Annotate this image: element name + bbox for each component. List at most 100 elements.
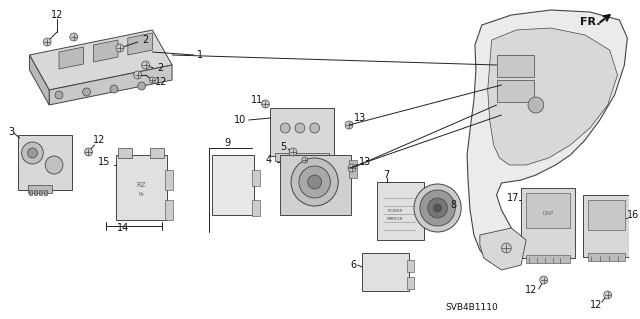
Circle shape bbox=[150, 77, 156, 83]
Bar bbox=[39, 190, 42, 195]
Circle shape bbox=[308, 175, 321, 189]
Circle shape bbox=[110, 85, 118, 93]
Circle shape bbox=[414, 184, 461, 232]
Text: POWER: POWER bbox=[388, 209, 403, 213]
Circle shape bbox=[84, 148, 92, 156]
Polygon shape bbox=[480, 228, 526, 270]
Bar bbox=[35, 190, 37, 195]
Circle shape bbox=[45, 156, 63, 174]
Bar bbox=[521, 188, 575, 258]
Bar bbox=[280, 155, 351, 215]
Circle shape bbox=[502, 243, 511, 253]
Circle shape bbox=[138, 82, 145, 90]
Circle shape bbox=[604, 291, 612, 299]
Polygon shape bbox=[59, 47, 84, 69]
Text: 2: 2 bbox=[157, 63, 164, 73]
Bar bbox=[44, 190, 47, 195]
Bar bbox=[583, 195, 630, 257]
Text: 12: 12 bbox=[156, 77, 168, 87]
Text: Rr: Rr bbox=[139, 192, 145, 197]
Circle shape bbox=[420, 190, 455, 226]
Circle shape bbox=[280, 123, 290, 133]
Text: 17: 17 bbox=[508, 193, 520, 203]
Bar bbox=[349, 160, 357, 178]
Text: 8: 8 bbox=[451, 200, 456, 210]
Text: 7: 7 bbox=[383, 170, 390, 180]
Circle shape bbox=[289, 148, 297, 156]
Bar bbox=[28, 185, 52, 193]
Bar bbox=[588, 200, 625, 230]
Bar bbox=[252, 170, 260, 186]
Bar bbox=[29, 190, 33, 195]
Bar bbox=[588, 253, 625, 261]
Text: 11: 11 bbox=[251, 95, 263, 105]
Bar bbox=[116, 155, 167, 220]
Circle shape bbox=[428, 198, 447, 218]
Circle shape bbox=[348, 164, 356, 172]
Bar bbox=[407, 277, 414, 289]
Circle shape bbox=[28, 148, 37, 158]
Text: 12: 12 bbox=[590, 300, 602, 310]
Bar bbox=[362, 253, 409, 291]
Bar bbox=[497, 80, 534, 102]
Bar bbox=[376, 182, 424, 240]
Bar bbox=[118, 148, 132, 158]
Bar bbox=[407, 260, 414, 272]
Bar bbox=[497, 55, 534, 77]
Circle shape bbox=[141, 61, 150, 69]
Bar bbox=[212, 155, 253, 215]
Bar bbox=[526, 255, 570, 263]
Circle shape bbox=[70, 33, 77, 41]
Text: MIRROR: MIRROR bbox=[387, 217, 404, 221]
Circle shape bbox=[540, 276, 548, 284]
Circle shape bbox=[83, 88, 90, 96]
Circle shape bbox=[528, 97, 544, 113]
Circle shape bbox=[116, 44, 124, 52]
Text: 15: 15 bbox=[99, 157, 111, 167]
Polygon shape bbox=[49, 65, 172, 105]
Bar bbox=[150, 148, 164, 158]
Polygon shape bbox=[467, 10, 627, 265]
Polygon shape bbox=[29, 55, 49, 105]
Text: 3: 3 bbox=[8, 127, 14, 137]
Text: 10: 10 bbox=[234, 115, 246, 125]
Polygon shape bbox=[128, 33, 152, 55]
Text: 9: 9 bbox=[224, 138, 230, 148]
Text: 4: 4 bbox=[266, 155, 271, 165]
Polygon shape bbox=[488, 28, 618, 165]
Text: 12: 12 bbox=[51, 10, 63, 20]
Bar bbox=[165, 200, 173, 220]
Polygon shape bbox=[29, 30, 172, 90]
Circle shape bbox=[302, 157, 308, 163]
Circle shape bbox=[295, 123, 305, 133]
Circle shape bbox=[291, 158, 339, 206]
Circle shape bbox=[434, 204, 442, 212]
Text: 12: 12 bbox=[525, 285, 538, 295]
Text: SVB4B1110: SVB4B1110 bbox=[445, 303, 499, 313]
Circle shape bbox=[22, 142, 44, 164]
Circle shape bbox=[134, 71, 141, 79]
Circle shape bbox=[55, 91, 63, 99]
Text: DAP: DAP bbox=[542, 211, 553, 216]
Circle shape bbox=[262, 100, 269, 108]
Text: 12: 12 bbox=[93, 135, 106, 145]
Text: RZ: RZ bbox=[137, 182, 147, 188]
Circle shape bbox=[299, 166, 330, 198]
Bar bbox=[252, 200, 260, 216]
Circle shape bbox=[345, 121, 353, 129]
Text: 13: 13 bbox=[354, 113, 366, 123]
Text: 14: 14 bbox=[116, 223, 129, 233]
Text: 6: 6 bbox=[350, 260, 356, 270]
Circle shape bbox=[44, 38, 51, 46]
Text: 2: 2 bbox=[143, 35, 149, 45]
Polygon shape bbox=[93, 40, 118, 62]
Bar bbox=[526, 193, 570, 228]
Text: 1: 1 bbox=[196, 50, 203, 60]
Bar bbox=[18, 135, 72, 190]
Text: FR.: FR. bbox=[580, 17, 600, 27]
Bar bbox=[275, 153, 330, 161]
Text: 16: 16 bbox=[627, 210, 639, 220]
Bar bbox=[271, 108, 334, 156]
Text: 13: 13 bbox=[359, 157, 371, 167]
Text: 5: 5 bbox=[280, 142, 287, 152]
